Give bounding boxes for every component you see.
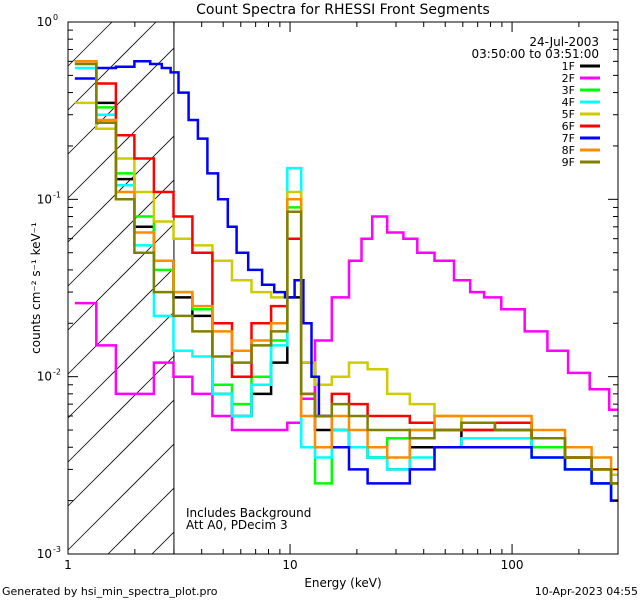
annotation-background: Includes Background bbox=[186, 506, 311, 520]
legend-label-4F: 4F bbox=[562, 96, 575, 109]
series-line-9F bbox=[74, 62, 618, 485]
hatch-line bbox=[67, 47, 175, 155]
x-tick-label: 100 bbox=[501, 558, 524, 572]
annotation-attenuator: Att A0, PDecim 3 bbox=[186, 518, 288, 532]
chart-title: Count Spectra for RHESSI Front Segments bbox=[196, 2, 490, 18]
x-axis-label: Energy (keV) bbox=[304, 576, 381, 590]
hatch-line bbox=[67, 135, 175, 243]
hatch-line bbox=[107, 487, 175, 555]
legend-label-8F: 8F bbox=[562, 144, 575, 157]
series-line-2F bbox=[74, 215, 618, 432]
legend-label-1F: 1F bbox=[562, 60, 575, 73]
hatch-line bbox=[67, 21, 157, 111]
y-tick-exponent: -1 bbox=[53, 190, 61, 199]
x-tick-label: 1 bbox=[64, 558, 72, 572]
y-tick-label: 10 bbox=[37, 15, 52, 29]
legend-label-9F: 9F bbox=[562, 156, 575, 169]
y-tick-exponent: -2 bbox=[53, 368, 61, 377]
y-tick-label: 10 bbox=[37, 370, 52, 384]
legend-label-2F: 2F bbox=[562, 72, 575, 85]
footer-timestamp: 10-Apr-2023 04:55 bbox=[535, 585, 638, 598]
hatch-line bbox=[67, 399, 175, 507]
legend-time-range: 03:50:00 to 03:51:00 bbox=[472, 47, 599, 61]
legend-label-6F: 6F bbox=[562, 120, 575, 133]
hatch-line bbox=[67, 267, 175, 375]
series-line-7F bbox=[74, 60, 618, 502]
x-tick-label: 10 bbox=[282, 558, 297, 572]
hatch-line bbox=[67, 311, 175, 419]
footer-generated-by: Generated by hsi_min_spectra_plot.pro bbox=[2, 585, 218, 598]
y-tick-exponent: 0 bbox=[53, 13, 58, 22]
series-line-8F bbox=[74, 60, 618, 471]
y-tick-exponent: -3 bbox=[53, 545, 61, 554]
axis-ticks bbox=[67, 22, 619, 555]
hatch-line bbox=[67, 21, 113, 67]
hatch-line bbox=[67, 179, 175, 287]
hatch-line bbox=[67, 443, 175, 551]
series-lines bbox=[74, 60, 618, 502]
hatch-line bbox=[151, 531, 175, 555]
legend-label-3F: 3F bbox=[562, 84, 575, 97]
plot-frame bbox=[67, 21, 619, 555]
legend-label-5F: 5F bbox=[562, 108, 575, 121]
y-axis-label: counts cm⁻² s⁻¹ keV⁻¹ bbox=[29, 222, 43, 354]
hatch-line bbox=[67, 223, 175, 331]
legend-label-7F: 7F bbox=[562, 132, 575, 145]
hatch-line bbox=[67, 91, 175, 199]
y-tick-label: 10 bbox=[37, 547, 52, 561]
legend-date: 24-Jul-2003 bbox=[529, 35, 599, 49]
hatch-line bbox=[67, 355, 175, 463]
y-tick-label: 10 bbox=[37, 192, 52, 206]
